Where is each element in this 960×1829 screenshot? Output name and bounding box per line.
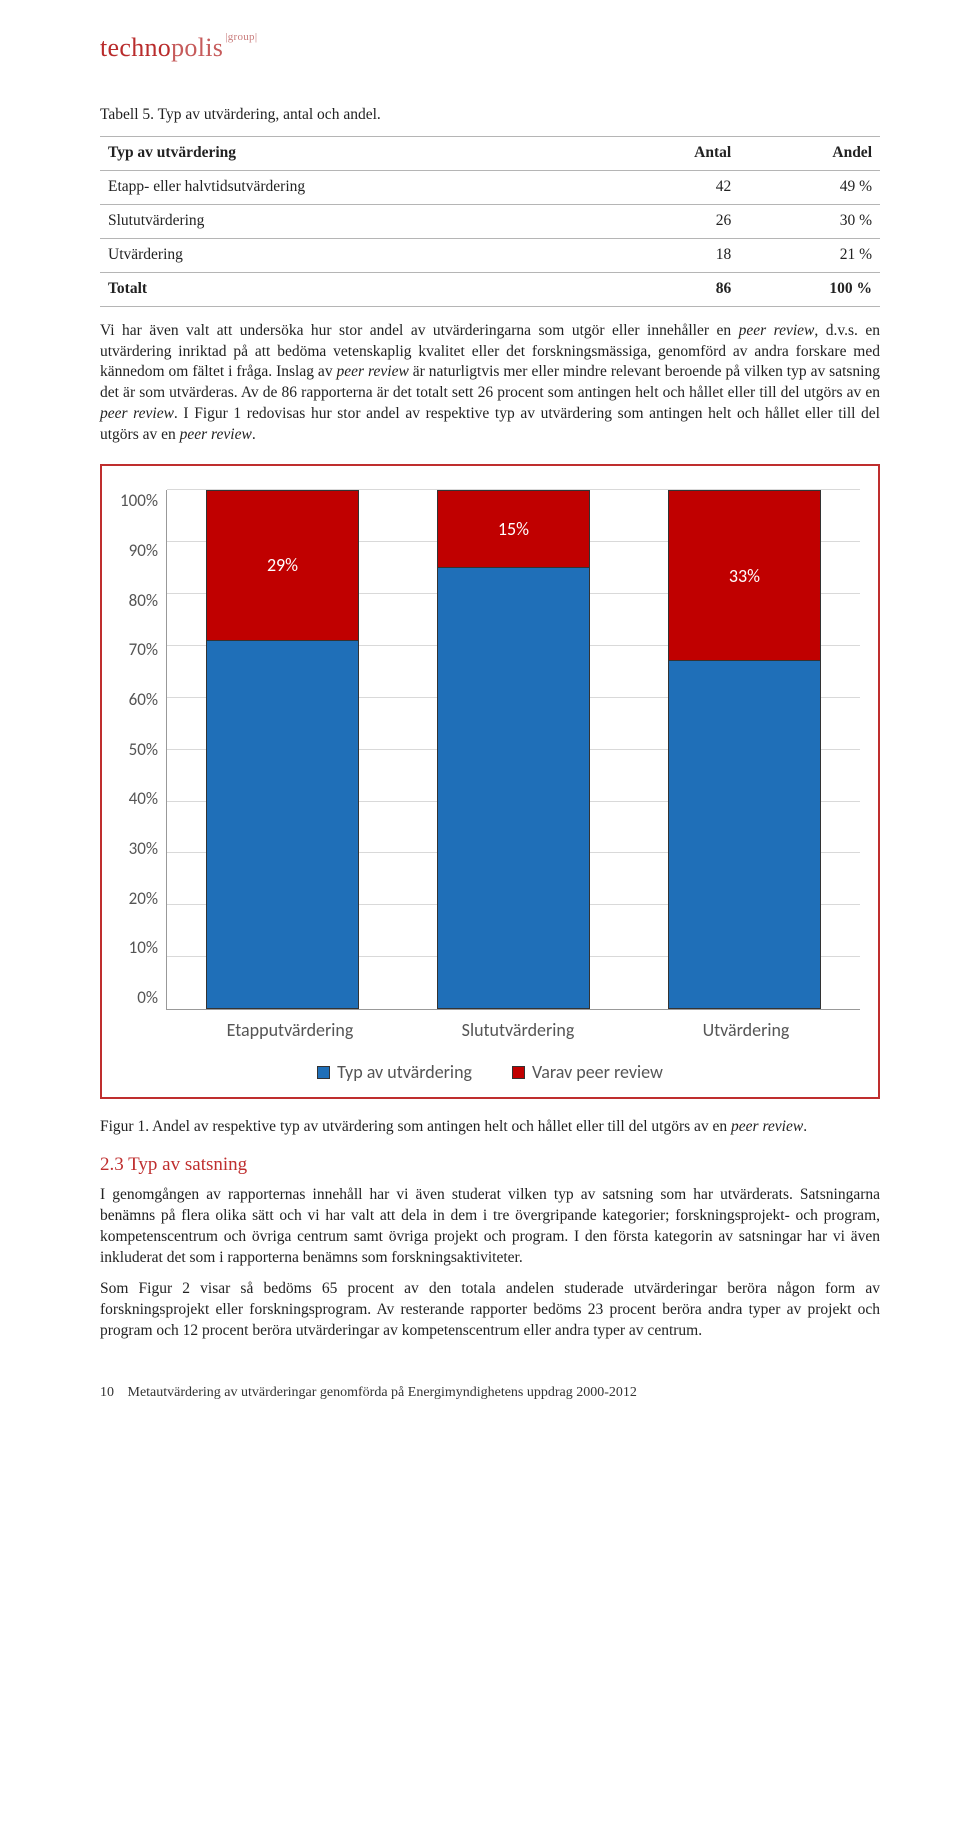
legend-label: Typ av utvärdering [337, 1060, 472, 1084]
cell: 86 [612, 272, 739, 306]
y-axis: 100% 90% 80% 70% 60% 50% 40% 30% 20% 10%… [120, 490, 166, 1010]
peer-review-term: peer review [337, 363, 409, 380]
text: . [252, 426, 256, 443]
bar-value-label: 15% [438, 517, 588, 541]
y-tick: 20% [129, 888, 158, 911]
table-row: Utvärdering 18 21 % [100, 238, 880, 272]
figure-caption: Figur 1. Andel av respektive typ av utvä… [100, 1117, 880, 1138]
logo: technopolis|group| [100, 30, 880, 65]
cell: Totalt [100, 272, 612, 306]
cell: 49 % [739, 170, 880, 204]
peer-review-term: peer review [731, 1118, 803, 1135]
bar: 15% [437, 490, 589, 1009]
col-antal: Antal [612, 137, 739, 171]
data-table: Typ av utvärdering Antal Andel Etapp- el… [100, 136, 880, 307]
peer-review-term: peer review [100, 405, 174, 422]
peer-review-term: peer review [739, 322, 815, 339]
table-total-row: Totalt 86 100 % [100, 272, 880, 306]
bars: 29% 15% 33% [167, 490, 860, 1009]
x-axis: Etapputvärdering Slututvärdering Utvärde… [176, 1010, 860, 1042]
bar-value-label: 29% [207, 553, 357, 577]
cell: 21 % [739, 238, 880, 272]
x-tick: Utvärdering [671, 1018, 821, 1042]
logo-light: polis [171, 33, 223, 62]
legend-item: Typ av utvärdering [317, 1060, 472, 1084]
text: Vi har även valt att undersöka hur stor … [100, 322, 739, 339]
text: Figur 1. Andel av respektive typ av utvä… [100, 1118, 731, 1135]
cell: 100 % [739, 272, 880, 306]
x-tick: Etapputvärdering [215, 1018, 365, 1042]
cell: 30 % [739, 204, 880, 238]
cell: Etapp- eller halvtidsutvärdering [100, 170, 612, 204]
y-tick: 10% [129, 937, 158, 960]
bar-value-label: 33% [669, 564, 819, 588]
y-tick: 30% [129, 838, 158, 861]
cell: 42 [612, 170, 739, 204]
col-andel: Andel [739, 137, 880, 171]
legend-item: Varav peer review [512, 1060, 663, 1084]
paragraph-1: Vi har även valt att undersöka hur stor … [100, 321, 880, 447]
x-tick: Slututvärdering [443, 1018, 593, 1042]
legend-label: Varav peer review [532, 1060, 663, 1084]
page-footer: 10 Metautvärdering av utvärderingar geno… [100, 1384, 880, 1403]
table-caption: Tabell 5. Typ av utvärdering, antal och … [100, 105, 880, 126]
y-tick: 100% [120, 490, 158, 513]
y-tick: 90% [129, 540, 158, 563]
section-heading: 2.3 Typ av satsning [100, 1152, 880, 1178]
y-tick: 80% [129, 590, 158, 613]
logo-group: |group| [225, 31, 257, 43]
y-tick: 60% [129, 689, 158, 712]
logo-main: techno [100, 33, 171, 62]
y-tick: 40% [129, 788, 158, 811]
y-tick: 0% [137, 987, 158, 1010]
plot-area: 29% 15% 33% [166, 490, 860, 1010]
text: . [803, 1118, 807, 1135]
cell: 18 [612, 238, 739, 272]
table-row: Slututvärdering 26 30 % [100, 204, 880, 238]
y-tick: 50% [129, 739, 158, 762]
col-type: Typ av utvärdering [100, 137, 612, 171]
table-row: Etapp- eller halvtidsutvärdering 42 49 % [100, 170, 880, 204]
y-tick: 70% [129, 639, 158, 662]
page-number: 10 [100, 1385, 114, 1400]
footer-text: Metautvärdering av utvärderingar genomfö… [128, 1385, 637, 1400]
chart-container: 100% 90% 80% 70% 60% 50% 40% 30% 20% 10%… [100, 464, 880, 1099]
paragraph-3: Som Figur 2 visar så bedöms 65 procent a… [100, 1279, 880, 1342]
bar: 29% [206, 490, 358, 1009]
chart-area: 100% 90% 80% 70% 60% 50% 40% 30% 20% 10%… [120, 490, 860, 1010]
cell: 26 [612, 204, 739, 238]
table-header-row: Typ av utvärdering Antal Andel [100, 137, 880, 171]
peer-review-term: peer review [180, 426, 252, 443]
legend-swatch [317, 1066, 330, 1079]
paragraph-2: I genomgången av rapporternas innehåll h… [100, 1185, 880, 1269]
legend-swatch [512, 1066, 525, 1079]
cell: Slututvärdering [100, 204, 612, 238]
bar: 33% [668, 490, 820, 1009]
cell: Utvärdering [100, 238, 612, 272]
legend: Typ av utvärdering Varav peer review [120, 1060, 860, 1084]
